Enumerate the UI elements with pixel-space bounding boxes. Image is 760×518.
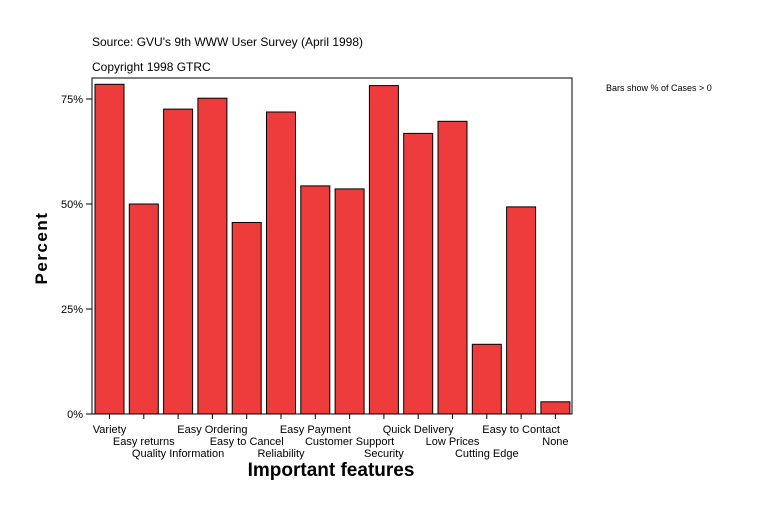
x-tick-label: Low Prices — [426, 436, 480, 448]
bars-group — [94, 83, 571, 415]
x-tick-label: Quality Information — [132, 448, 224, 460]
bar-easy-payment — [300, 185, 331, 415]
x-tick-label: Quick Delivery — [383, 424, 454, 436]
y-axis-label: Percent — [32, 212, 51, 285]
bar-easy-ordering — [197, 97, 228, 415]
bars-note: Bars show % of Cases > 0 — [606, 83, 712, 93]
x-tick-label: Easy returns — [113, 436, 175, 448]
bar-variety — [94, 83, 125, 415]
x-tick-label: Variety — [93, 424, 127, 436]
x-tick-label: Easy to Cancel — [210, 436, 284, 448]
y-tick-label: 0% — [67, 409, 83, 421]
bar-quality-information — [163, 108, 194, 415]
x-tick-label: None — [542, 436, 568, 448]
bar-security — [368, 85, 399, 415]
bar-none — [540, 401, 571, 415]
y-tick-label: 50% — [61, 199, 83, 211]
bar-cutting-edge — [471, 343, 502, 415]
bar-easy-returns — [128, 203, 159, 415]
x-tick-label: Easy Ordering — [177, 424, 247, 436]
x-tick-label: Easy to Contact — [482, 424, 560, 436]
x-tick-label: Security — [364, 448, 404, 460]
y-tick-label: 75% — [61, 94, 83, 106]
y-tick-label: 25% — [61, 304, 83, 316]
bar-customer-support — [334, 188, 365, 415]
x-tick-label: Easy Payment — [280, 424, 351, 436]
copyright-caption: Copyright 1998 GTRC — [92, 60, 211, 74]
bar-easy-to-contact — [506, 206, 537, 415]
x-tick-label: Reliability — [257, 448, 305, 460]
y-axis: 0% 25% 50% 75% — [61, 94, 92, 421]
x-tick-label: Cutting Edge — [455, 448, 519, 460]
bar-reliability — [266, 111, 296, 415]
bar-low-prices — [437, 120, 468, 415]
source-caption: Source: GVU's 9th WWW User Survey (April… — [92, 35, 364, 49]
x-tick-label: Customer Support — [305, 436, 394, 448]
x-axis-label: Important features — [248, 460, 415, 481]
bar-quick-delivery — [403, 132, 434, 415]
plot-frame — [91, 77, 573, 415]
bar-easy-to-cancel — [231, 222, 262, 415]
